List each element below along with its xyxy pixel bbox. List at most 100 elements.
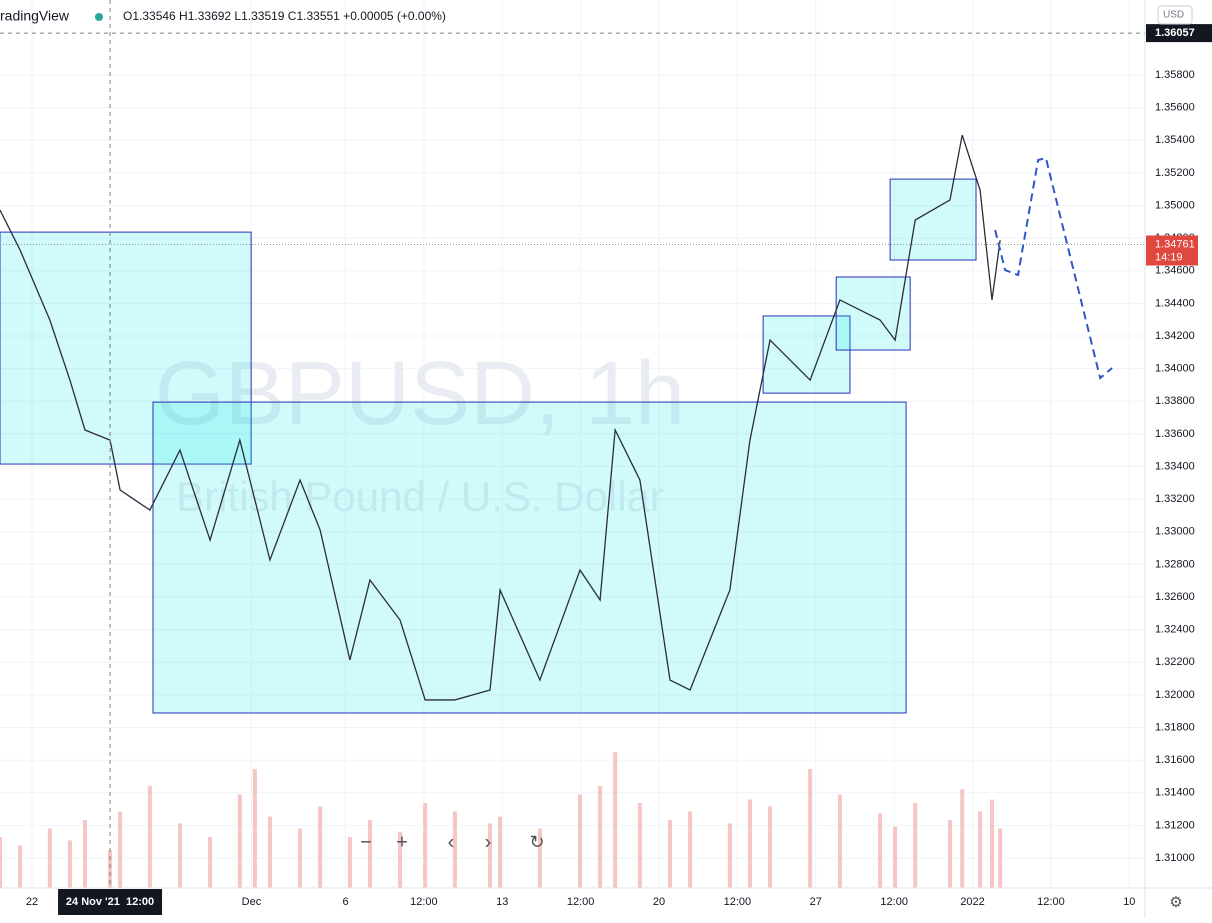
volume-bar	[267, 816, 272, 888]
x-tick-label: 27	[810, 896, 822, 908]
currency-button[interactable]	[1157, 5, 1193, 25]
volume-bar	[177, 823, 182, 888]
volume-bar	[252, 769, 257, 888]
crosshair-price-label: 1.36057	[1155, 27, 1195, 39]
y-tick-label: 1.33000	[1155, 526, 1195, 538]
x-tick-label: 2022	[960, 896, 984, 908]
countdown-label: 14:19	[1155, 251, 1183, 263]
y-tick-label: 1.35600	[1155, 102, 1195, 114]
volume-bar	[367, 820, 372, 888]
zone-rectangle	[889, 178, 977, 261]
y-tick-label: 1.35400	[1155, 134, 1195, 146]
y-tick-label: 1.34400	[1155, 297, 1195, 309]
brand: radingView	[0, 8, 70, 24]
zone-rectangle	[0, 231, 252, 465]
volume-bar	[727, 823, 732, 888]
crosshair-time-box	[58, 889, 163, 915]
settings-button[interactable]: ⚙	[1169, 894, 1182, 911]
last-price-box	[1146, 235, 1198, 266]
y-tick-label: 1.35200	[1155, 167, 1195, 179]
zone-rectangle	[762, 315, 851, 394]
y-tick-label: 1.31400	[1155, 787, 1195, 799]
volume-bar	[637, 803, 642, 888]
zone-rectangle	[835, 276, 911, 351]
volume-bar	[537, 828, 542, 888]
projection-line	[994, 156, 1113, 380]
volume-bar	[298, 828, 303, 888]
x-tick-label: 12:00	[410, 896, 438, 908]
volume-bar	[808, 769, 813, 888]
volume-bar	[598, 786, 603, 888]
volume-bar	[118, 811, 123, 888]
volume-bar	[613, 752, 618, 888]
reset-button[interactable]: ↻	[529, 832, 544, 852]
x-tick-label: 12:00	[724, 896, 752, 908]
zoom-out-button[interactable]: −	[360, 831, 372, 853]
crosshair-price-box	[1146, 24, 1212, 43]
volume-bar	[47, 828, 52, 888]
y-tick-label: 1.32400	[1155, 624, 1195, 636]
y-tick-label: 1.32800	[1155, 558, 1195, 570]
x-tick-label: 12:00	[567, 896, 595, 908]
y-tick-label: 1.31000	[1155, 852, 1195, 864]
watermark-symbol: GBPUSD, 1h	[155, 344, 685, 444]
zoom-controls: − + ‹ › ↻	[360, 831, 544, 853]
volume-bar	[82, 820, 87, 888]
volume-bar	[668, 820, 673, 888]
volume-bar	[67, 840, 72, 888]
x-tick-label: 12:00	[880, 896, 908, 908]
x-tick-label: 22	[26, 896, 38, 908]
volume-bar	[978, 811, 983, 888]
y-tick-label: 1.34200	[1155, 330, 1195, 342]
y-tick-label: 1.32600	[1155, 591, 1195, 603]
y-tick-label: 1.31800	[1155, 721, 1195, 733]
y-tick-label: 1.33200	[1155, 493, 1195, 505]
volume-bar	[837, 794, 842, 888]
y-tick-label: 1.33400	[1155, 460, 1195, 472]
y-tick-label: 1.32200	[1155, 656, 1195, 668]
y-tick-label: 1.34000	[1155, 363, 1195, 375]
volume-bar	[989, 799, 994, 888]
volume-bar	[237, 794, 242, 888]
y-tick-label: 1.35000	[1155, 199, 1195, 211]
volume-bar	[147, 786, 152, 888]
scroll-left-button[interactable]: ‹	[448, 831, 455, 853]
volume-bar	[688, 811, 693, 888]
scroll-right-button[interactable]: ›	[485, 831, 492, 853]
volume-bar	[452, 811, 457, 888]
y-tick-label: 1.31600	[1155, 754, 1195, 766]
volume-bar	[768, 806, 773, 888]
zone-rectangle	[152, 401, 907, 714]
ohlc-legend: O1.33546 H1.33692 L1.33519 C1.33551 +0.0…	[123, 9, 446, 23]
y-tick-label: 1.34600	[1155, 265, 1195, 277]
zoom-in-button[interactable]: +	[396, 831, 408, 853]
y-tick-label: 1.32000	[1155, 689, 1195, 701]
volume-bar	[498, 816, 503, 888]
volume-bar	[947, 820, 952, 888]
price-line	[0, 134, 1001, 701]
x-tick-label: 10	[1123, 896, 1135, 908]
y-tick-label: 1.33800	[1155, 395, 1195, 407]
volume-bar	[747, 799, 752, 888]
last-price-label: 1.34761	[1155, 238, 1195, 250]
x-tick-label: 13	[496, 896, 508, 908]
volume-bar	[913, 803, 918, 888]
volume-bar	[108, 850, 113, 888]
crosshair-time-label: 24 Nov '21 12:00	[66, 896, 154, 908]
volume-bar	[347, 837, 352, 888]
volume-bar	[960, 789, 965, 888]
volume-bar	[0, 837, 2, 888]
volume-bar	[208, 837, 213, 888]
y-tick-label: 1.33600	[1155, 428, 1195, 440]
y-tick-label: 1.35800	[1155, 69, 1195, 81]
currency-label: USD	[1163, 10, 1184, 21]
volume-bar	[398, 831, 403, 888]
volume-bar	[998, 828, 1003, 888]
x-tick-label: 6	[342, 896, 348, 908]
volume-bar	[878, 813, 883, 888]
status-dot	[95, 13, 103, 21]
x-tick-label: 20	[653, 896, 665, 908]
